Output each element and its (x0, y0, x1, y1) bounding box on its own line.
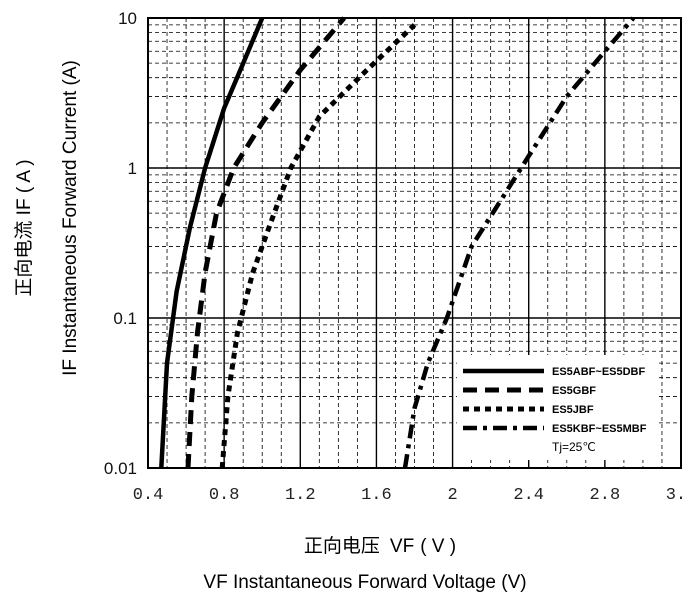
y-tick-label: 10 (118, 9, 137, 28)
legend: ES5ABF~ES5DBF ES5GBF ES5JBF ES5KBF~ES5MBF T… (457, 355, 659, 460)
x-axis-label-cn: 正向电压 (304, 535, 380, 557)
y-tick-label: 1 (128, 159, 137, 178)
y-tick-labels: 0.01 0.1 1 10 (104, 9, 137, 478)
x-tick-label: 0.8 (209, 486, 240, 505)
y-tick-label: 0.01 (104, 459, 137, 478)
y-axis-label-english: IF Instantaneous Forward Current (A) (60, 60, 81, 376)
series-group (159, 16, 636, 469)
x-tick-label: 1.2 (285, 486, 316, 505)
x-tick-label: 0.4 (133, 486, 164, 505)
x-axis-label: 正向电压 VF ( V ) (304, 535, 456, 557)
x-axis-label-symbol: VF (390, 536, 414, 557)
x-axis-label-unit: ( V ) (420, 536, 456, 557)
x-axis-label-english: VF Instantaneous Forward Voltage (V) (203, 572, 526, 593)
x-tick-label: 3.2 (666, 486, 683, 505)
y-tick-label: 0.1 (113, 309, 137, 328)
y-axis-label-cn: 正向电流 IF ( A ) (13, 159, 35, 296)
series-line-1 (185, 16, 347, 469)
x-tick-labels: 0.4 0.8 1.2 1.6 2 2.4 2.8 3.2 (133, 486, 683, 505)
plot-frame (147, 17, 682, 469)
series-line-2 (219, 23, 417, 469)
legend-label-2: ES5JBF (552, 404, 594, 416)
x-tick-label: 2 (447, 486, 457, 505)
x-tick-label: 1.6 (361, 486, 392, 505)
x-tick-label: 2.8 (590, 486, 621, 505)
temperature-note: Tj=25℃ (552, 440, 596, 454)
series-line-3 (402, 16, 636, 469)
legend-label-3: ES5KBF~ES5MBF (552, 423, 647, 435)
series-line-0 (159, 17, 265, 469)
legend-label-0: ES5ABF~ES5DBF (552, 366, 646, 378)
x-tick-label: 2.4 (513, 486, 544, 505)
legend-label-1: ES5GBF (552, 385, 596, 397)
